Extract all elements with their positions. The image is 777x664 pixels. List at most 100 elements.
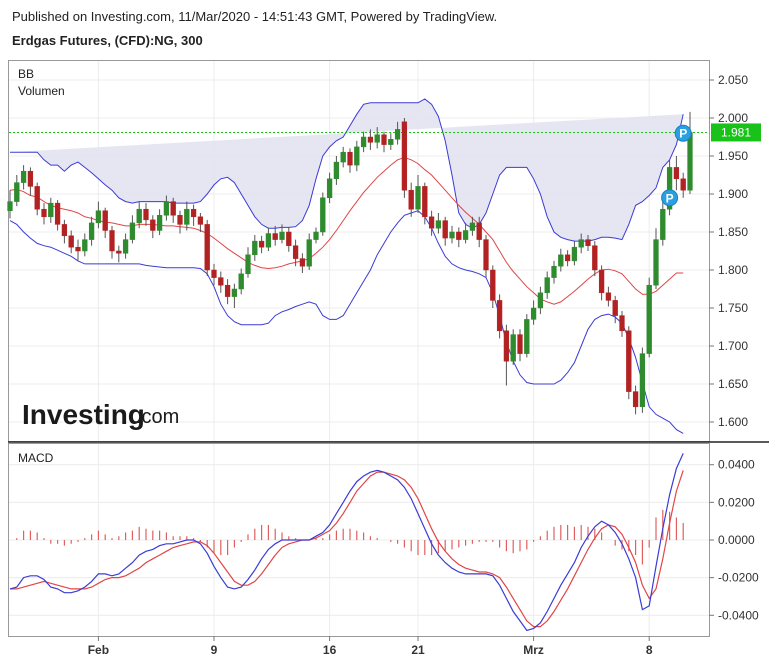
candle-body-60	[415, 186, 421, 210]
price-y-tick-label-4: 1.800	[718, 263, 748, 277]
price-y-tick-label-3: 1.750	[718, 301, 748, 315]
candle-body-75	[517, 334, 523, 354]
candle-body-67	[462, 230, 469, 240]
p-marker-0	[661, 189, 679, 207]
price-y-tick-label-1: 1.650	[718, 377, 748, 391]
candle-body-92	[632, 391, 639, 408]
price-y-tick-label-2: 1.700	[718, 339, 748, 353]
candle-body-34	[238, 273, 244, 290]
candle-body-50	[347, 151, 353, 166]
logo-main-text: Investing	[22, 399, 145, 430]
symbol-title: Erdgas Futures, (CFD):NG, 300	[12, 33, 203, 48]
candle-body-79	[544, 277, 550, 294]
candle-body-18	[129, 222, 136, 240]
candle-body-41	[286, 231, 292, 246]
candle-body-65	[449, 231, 455, 239]
x-tick-label-1: 9	[211, 643, 218, 657]
logo-tail-text: .com	[136, 406, 179, 428]
candle-body-7	[54, 202, 61, 225]
candle-body-70	[483, 239, 489, 271]
investing-logo: Investing .com	[22, 399, 179, 430]
candle-body-77	[530, 307, 537, 320]
candle-body-17	[122, 239, 129, 254]
x-tick-label-4: Mrz	[523, 643, 544, 657]
x-tick-label-0: Feb	[88, 643, 109, 657]
candle-body-64	[442, 220, 448, 239]
candle-body-19	[136, 208, 142, 224]
candle-body-9	[68, 235, 74, 248]
candle-body-63	[435, 220, 442, 229]
candle-body-2	[20, 170, 27, 183]
candle-body-10	[75, 246, 81, 252]
p-marker-label-1: P	[679, 127, 687, 141]
candle-body-100	[687, 132, 693, 191]
candle-body-62	[428, 216, 435, 229]
x-tick-label-5: 8	[646, 643, 653, 657]
candle-body-33	[231, 288, 238, 297]
published-line: Published on Investing.com, 11/Mar/2020 …	[12, 9, 498, 24]
bb-indicator-label: BB	[18, 67, 34, 81]
candle-body-20	[143, 208, 149, 221]
candle-body-11	[82, 239, 88, 252]
price-y-tick-label-6: 1.900	[718, 187, 748, 201]
price-y-tick-label-9: 2.050	[718, 73, 748, 87]
candle-body-93	[639, 353, 646, 408]
candle-body-28	[197, 216, 204, 225]
x-tick-label-3: 21	[411, 643, 425, 657]
candle-body-76	[524, 319, 530, 354]
candle-body-71	[490, 269, 496, 301]
bollinger-band-fill	[10, 99, 684, 242]
macd-y-tick-label-1: -0.0200	[718, 571, 759, 585]
bollinger-upper-line	[10, 98, 684, 242]
candle-body-0	[7, 201, 13, 211]
candle-body-29	[204, 224, 210, 271]
candle-body-91	[626, 330, 632, 392]
candle-body-26	[184, 208, 190, 225]
volume-indicator-label: Volumen	[18, 84, 65, 98]
candle-body-51	[354, 146, 360, 166]
candle-body-40	[279, 231, 285, 240]
candle-body-48	[333, 161, 340, 180]
candle-body-4	[34, 186, 40, 210]
price-y-tick-label-7: 1.950	[718, 149, 748, 163]
macd-title: MACD	[18, 451, 54, 465]
bollinger-basis-line	[9, 156, 684, 305]
candle-body-43	[299, 258, 306, 267]
candle-body-88	[605, 292, 612, 301]
candle-body-97	[666, 167, 673, 210]
price-y-tick-label-8: 2.000	[718, 111, 748, 125]
candle-body-42	[292, 245, 299, 259]
candle-body-6	[48, 202, 54, 218]
candle-body-16	[116, 250, 122, 254]
candle-body-38	[265, 233, 272, 248]
price-y-tick-label-0: 1.600	[718, 415, 748, 429]
candle-body-80	[551, 265, 557, 278]
candle-body-1	[14, 182, 20, 202]
candle-body-94	[646, 284, 652, 354]
candle-body-30	[211, 269, 217, 278]
candle-body-13	[95, 210, 102, 224]
candle-body-86	[592, 245, 598, 271]
candle-body-31	[218, 277, 224, 286]
price-y-tick-label-5: 1.850	[718, 225, 748, 239]
candle-body-85	[585, 239, 591, 246]
macd-signal-line	[10, 470, 684, 628]
p-marker-label-0: P	[666, 191, 674, 205]
candle-body-47	[326, 178, 333, 199]
macd-y-tick-label-3: 0.0200	[718, 495, 755, 509]
p-marker-1	[674, 124, 692, 142]
candle-body-59	[408, 189, 414, 210]
candle-body-8	[61, 224, 68, 237]
candle-body-54	[374, 134, 380, 143]
candle-body-53	[367, 136, 374, 143]
candle-body-69	[476, 222, 482, 240]
candle-body-21	[150, 219, 156, 231]
candle-body-89	[612, 300, 618, 316]
candle-body-49	[340, 151, 346, 163]
candle-body-58	[401, 121, 408, 191]
macd-y-tick-label-2: 0.0000	[718, 533, 755, 547]
macd-y-tick-label-4: 0.0400	[718, 458, 755, 472]
candle-body-83	[571, 246, 578, 262]
candle-body-44	[306, 239, 312, 267]
x-tick-label-2: 16	[323, 643, 337, 657]
